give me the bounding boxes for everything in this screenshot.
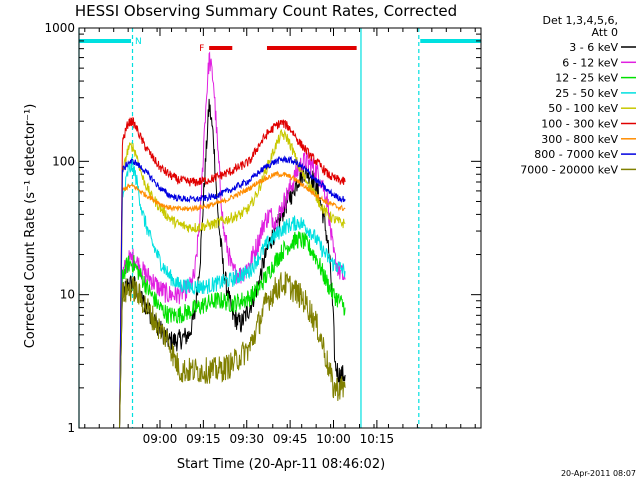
- legend-label: 100 - 300 keV: [541, 118, 618, 131]
- y-tick-label: 10: [60, 288, 75, 302]
- plot-frame: [78, 27, 482, 429]
- plot-area: NF: [78, 27, 482, 429]
- series-line: [119, 271, 346, 428]
- x-tick-label: 10:15: [360, 432, 395, 446]
- y-tick-label: 1000: [44, 21, 75, 35]
- series-line: [119, 155, 346, 428]
- timestamp: 20-Apr-2011 08:07: [561, 469, 636, 478]
- legend-label: 12 - 25 keV: [555, 72, 618, 85]
- legend-label: 50 - 100 keV: [548, 102, 618, 115]
- y-tick-label: 1: [67, 421, 75, 435]
- y-tick-label: 100: [52, 154, 75, 168]
- legend: Det 1,3,4,5,6,Att 0 3 - 6 keV 6 - 12 keV 12…: [520, 14, 636, 176]
- series-line: [119, 157, 346, 428]
- x-tick-label: 09:30: [229, 432, 264, 446]
- chart-title: HESSI Observing Summary Count Rates, Cor…: [75, 2, 457, 20]
- x-axis: 09:00 09:15 09:30 09:45 10:00 10:15: [84, 28, 476, 446]
- legend-label: 7000 - 20000 keV: [520, 163, 618, 176]
- x-tick-label: 09:00: [143, 432, 178, 446]
- x-tick-label: 09:15: [186, 432, 221, 446]
- legend-header: Att 0: [592, 26, 618, 39]
- x-tick-label: 09:45: [273, 432, 308, 446]
- legend-label: 25 - 50 keV: [555, 87, 618, 100]
- series-line: [119, 51, 346, 428]
- legend-label: 3 - 6 keV: [569, 41, 618, 54]
- legend-label: 300 - 800 keV: [541, 133, 618, 146]
- y-axis: 1 10 100 1000: [44, 21, 481, 435]
- series-line: [119, 231, 346, 428]
- y-axis-label: Corrected Count Rate (s⁻¹ detector⁻¹): [23, 104, 38, 349]
- legend-label: 6 - 12 keV: [562, 56, 618, 69]
- flare-label: F: [199, 44, 204, 54]
- legend-label: 800 - 7000 keV: [534, 148, 618, 161]
- legend-header: Det 1,3,4,5,6,: [542, 14, 618, 27]
- x-axis-label: Start Time (20-Apr-11 08:46:02): [177, 457, 385, 472]
- series-line: [119, 170, 346, 428]
- x-tick-label: 10:00: [316, 432, 351, 446]
- series-group: [119, 51, 346, 428]
- series-line: [119, 116, 346, 428]
- night-label: N: [135, 37, 142, 47]
